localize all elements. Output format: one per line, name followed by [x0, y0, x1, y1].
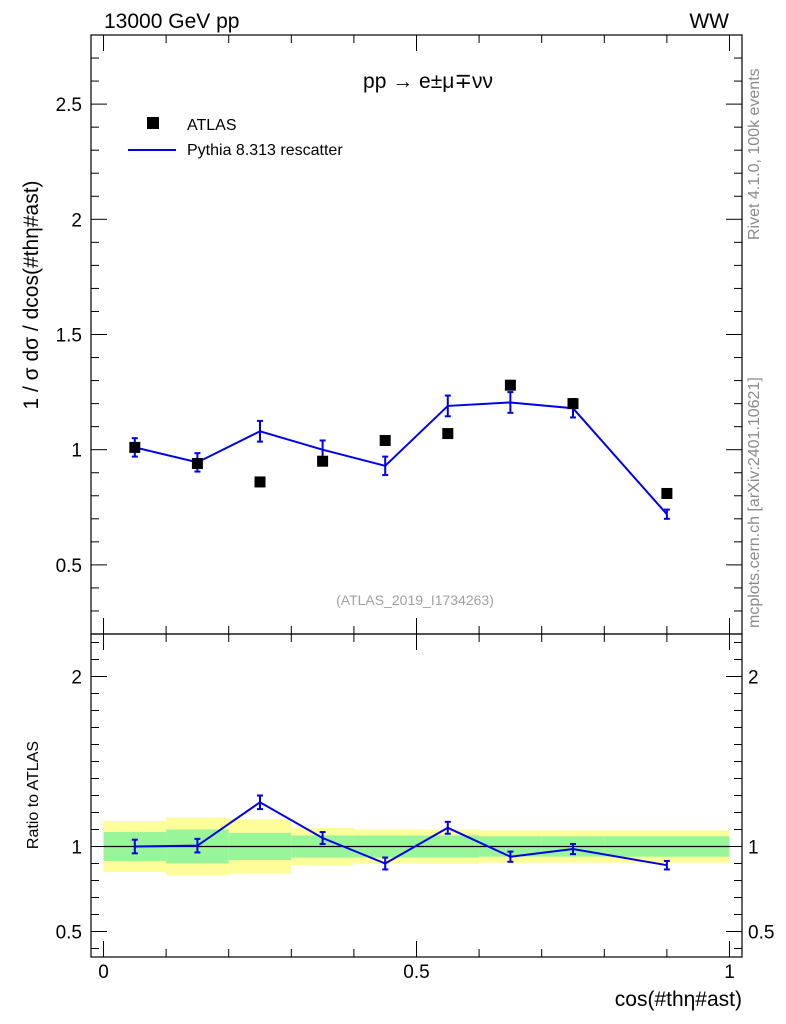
data-point: [661, 487, 673, 499]
data-point: [379, 434, 391, 446]
process-title: pp → e±μ∓νν: [363, 70, 493, 93]
data-point: [317, 455, 329, 467]
x-axis-label: cos(#thη#ast): [615, 988, 742, 1011]
ratio-tick-label: 2: [71, 668, 82, 689]
legend-mc-label: Pythia 8.313 rescatter: [187, 142, 343, 159]
analysis-label: (ATLAS_2019_I1734263): [336, 592, 494, 608]
ratio-tick-label-right: 1: [748, 838, 759, 859]
ratio-tick-label-right: 2: [748, 668, 759, 689]
header-process-label: WW: [689, 10, 729, 33]
y-tick-label: 1.5: [56, 326, 82, 347]
data-point: [442, 428, 454, 440]
mcplots-source-label: mcplots.cern.ch [arXiv:2401.10621]: [746, 377, 763, 628]
data-point: [254, 476, 266, 488]
x-tick-label: 0.5: [403, 962, 429, 983]
legend-data-marker: [147, 117, 159, 129]
y-tick-label: 0.5: [56, 556, 82, 577]
y-axis-label: 1 / σ dσ / dcos(#thη#ast): [20, 180, 43, 409]
text-layer: 13000 GeV pp WW pp → e±μ∓νν (ATLAS_2019_…: [20, 10, 774, 1011]
data-point: [504, 379, 516, 391]
ratio-tick-label-right: 0.5: [748, 923, 774, 944]
legend-data-label: ATLAS: [187, 117, 237, 134]
series-layer: [129, 379, 673, 871]
axis-ticks: [91, 35, 742, 957]
data-point: [191, 458, 203, 470]
mc-line: [134, 401, 668, 515]
y-tick-label: 2.5: [56, 95, 82, 116]
data-point: [129, 441, 141, 453]
ratio-tick-label: 0.5: [56, 923, 82, 944]
header-energy-label: 13000 GeV pp: [104, 10, 239, 33]
y-tick-label: 1: [71, 441, 82, 462]
ratio-tick-label: 1: [71, 838, 82, 859]
y-tick-label: 2: [71, 210, 82, 231]
x-tick-label: 0: [98, 962, 109, 983]
ratio-frame: [90, 633, 743, 958]
data-point: [567, 398, 579, 410]
rivet-events-label: Rivet 4.1.0, 100k events: [746, 68, 763, 240]
x-tick-label: 1: [724, 962, 735, 983]
ratio-y-axis-label: Ratio to ATLAS: [25, 741, 42, 849]
